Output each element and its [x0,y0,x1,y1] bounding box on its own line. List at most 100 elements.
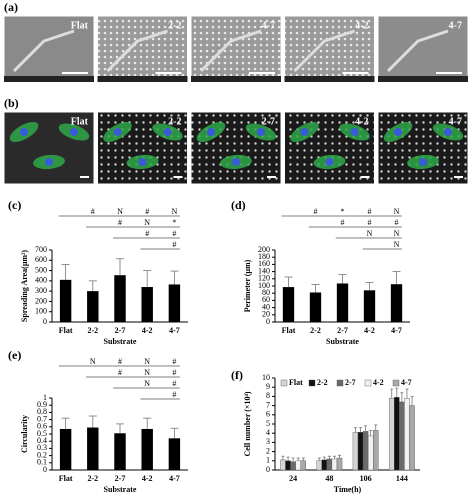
cell [293,29,355,73]
scale-bar [360,176,370,178]
y-tick-label: 700 [35,245,47,254]
bar [363,290,376,322]
y-tick-label: 200 [35,296,47,305]
bar [367,435,374,471]
y-tick-label: 300 [35,286,47,295]
y-tick-label: 0 [43,317,47,326]
bar [336,283,349,322]
legend-swatch [308,379,316,387]
legend-label: 4-7 [401,378,412,387]
bar [309,292,322,322]
nucleus [113,128,122,136]
y-tick-label: 0.9 [37,400,47,409]
micrograph-label: 4-2 [355,20,368,31]
bar [141,428,153,470]
legend-label: 4-2 [373,378,384,387]
x-tick-label: 144 [396,474,408,483]
y-tick-label: 0 [43,465,47,474]
scale-bar [173,176,183,178]
bar [141,287,153,322]
bar [331,458,338,471]
y-axis-label: Circularity [20,415,29,453]
y-tick-label: 80 [262,288,270,297]
y-tick-label: 0.3 [37,443,47,452]
bar [388,398,395,471]
cell [106,29,168,73]
cell [199,29,262,73]
micrograph [97,15,188,83]
legend-swatch [336,379,344,387]
micrograph-label: 4-7 [449,116,462,127]
y-tick-label: 100 [35,307,47,316]
significance-mark: N [172,207,178,216]
bar [59,279,72,322]
significance-mark: # [172,357,176,366]
micrograph-label: 4-2 [355,116,368,127]
y-tick-label: 8 [266,391,270,400]
y-tick-label: 0.5 [37,429,47,438]
x-axis-label: Substrate [326,337,359,346]
significance-mark: N [367,229,373,238]
bar [321,459,328,471]
bar [59,428,72,470]
bar [290,461,296,471]
y-tick-label: 0.6 [37,422,47,431]
x-tick-label: 2-7 [115,326,126,335]
legend-label: Flat [289,378,303,387]
legend-label: 2-7 [345,378,356,387]
significance-mark: N [394,207,400,216]
nucleus [394,128,402,136]
micrograph [377,111,469,185]
scale-bar [267,176,276,178]
significance-mark: # [172,368,176,377]
significance-mark: # [172,379,176,388]
bar [399,401,405,471]
bar [362,431,369,471]
panel-label: (d) [231,198,246,212]
x-tick-label: 2-7 [115,474,126,483]
micrograph-label: Flat [71,20,89,31]
bar [336,457,343,471]
x-tick-label: 2-7 [337,326,348,335]
significance-mark: # [314,207,318,216]
y-tick-label: 160 [258,259,270,268]
y-tick-label: 4 [266,428,270,437]
significance-mark: N [144,368,150,377]
micrograph-label: 4-7 [262,20,275,31]
cell [386,29,449,73]
micrograph-label: 2-7 [262,116,275,127]
y-tick-label: 20 [262,310,270,319]
significance-mark: N [144,379,150,388]
micrograph-label: 2-2 [168,20,181,31]
y-tick-label: 0.4 [37,436,47,445]
scale-bar [80,176,89,178]
nucleus [444,128,452,136]
scale-bar [342,72,369,74]
nucleus [207,128,215,136]
panel-label: (a) [4,0,18,14]
significance-mark: * [172,218,176,227]
significance-mark: N [117,207,123,216]
nucleus [45,158,53,166]
y-tick-label: 3 [266,437,270,446]
y-tick-label: 100 [258,281,270,290]
y-tick-label: 400 [35,276,47,285]
bar [409,405,415,471]
y-tick-label: 0.8 [37,407,47,416]
micrograph [3,111,95,185]
significance-mark: # [395,218,399,227]
panel-label: (b) [4,96,19,110]
legend-swatch [280,379,288,387]
y-tick-label: 7 [266,400,270,409]
x-tick-label: 4-7 [169,326,180,335]
bar [326,458,333,471]
bar [373,430,379,471]
bar [87,291,99,322]
y-tick-label: 140 [258,266,270,275]
bar [168,438,181,470]
significance-mark: # [368,207,372,216]
nucleus [163,128,172,136]
y-axis-label: Spreading Area(μm²) [20,250,29,323]
micrograph-label: 4-7 [449,20,462,31]
